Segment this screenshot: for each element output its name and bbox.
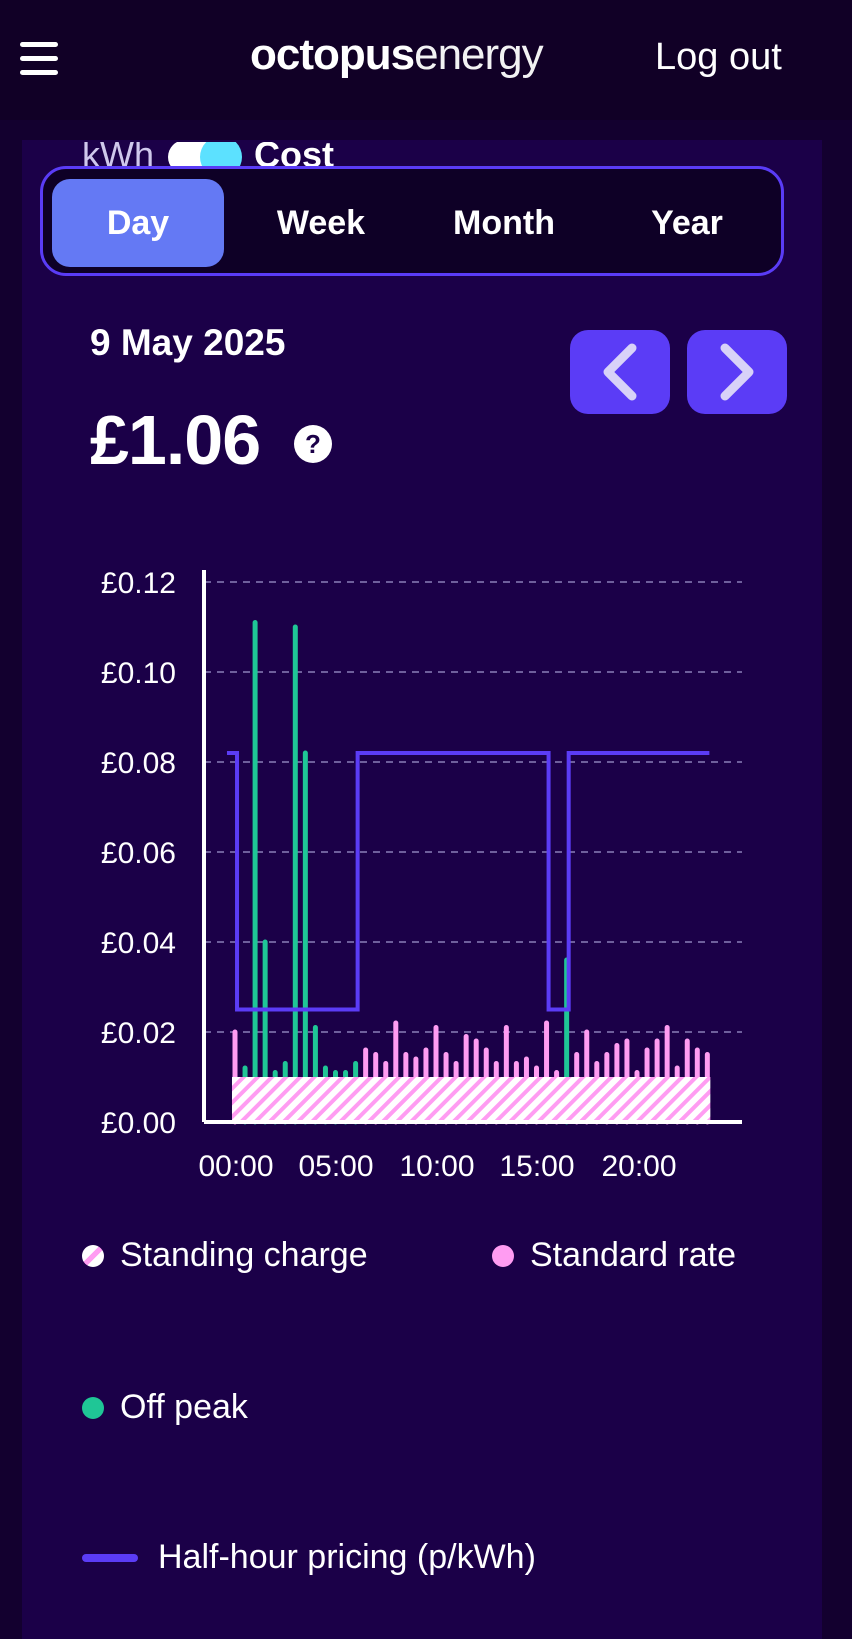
- legend-half-hour-pricing: Half-hour pricing (p/kWh): [82, 1538, 536, 1577]
- menu-icon[interactable]: [20, 42, 58, 76]
- chevron-right-icon: [720, 343, 754, 401]
- x-tick-label: 05:00: [298, 1150, 373, 1180]
- tab-month[interactable]: Month: [453, 203, 555, 242]
- legend-label: Off peak: [120, 1388, 248, 1426]
- period-date: 9 May 2025: [90, 322, 286, 363]
- y-tick-label: £0.06: [101, 837, 176, 870]
- period-tabs: Day Week Month Year: [40, 166, 784, 276]
- legend-off-peak: Off peak: [82, 1388, 248, 1427]
- legend-standard-rate: Standard rate: [492, 1236, 736, 1275]
- y-tick-label: £0.02: [101, 1017, 176, 1050]
- tab-week[interactable]: Week: [276, 203, 366, 242]
- logo-light-text: energy: [414, 30, 544, 79]
- y-tick-label: £0.08: [101, 747, 176, 780]
- total-cost: £1.06: [90, 401, 261, 479]
- legend-standing-charge: Standing charge: [82, 1236, 368, 1275]
- standard-rate-swatch: [492, 1244, 514, 1267]
- y-tick-label: £0.00: [101, 1107, 176, 1140]
- tab-year[interactable]: Year: [651, 203, 723, 242]
- y-tick-label: £0.10: [101, 657, 176, 690]
- standing-charge-swatch: [82, 1244, 104, 1267]
- octopus-energy-logo[interactable]: octopusenergy: [250, 30, 544, 80]
- y-tick-label: £0.12: [101, 567, 176, 600]
- x-tick-label: 15:00: [499, 1150, 574, 1180]
- x-tick-label: 10:00: [399, 1150, 474, 1180]
- x-tick-label: 20:00: [601, 1150, 676, 1180]
- tab-day[interactable]: Day: [52, 179, 224, 267]
- help-icon[interactable]: ?: [294, 425, 332, 463]
- previous-period-button[interactable]: [570, 330, 670, 414]
- pricing-line-swatch: [82, 1553, 138, 1562]
- legend-label: Standing charge: [120, 1236, 368, 1274]
- logout-button[interactable]: Log out: [655, 36, 782, 78]
- legend-label: Standard rate: [530, 1236, 737, 1274]
- next-period-button[interactable]: [687, 330, 787, 414]
- y-tick-label: £0.04: [101, 927, 176, 960]
- chevron-left-icon: [603, 343, 637, 401]
- top-bar: octopusenergy Log out: [0, 0, 852, 120]
- off-peak-swatch: [82, 1396, 104, 1419]
- logo-bold-text: octopus: [250, 30, 415, 79]
- standing-charge-band: [232, 1077, 711, 1122]
- x-tick-label: 00:00: [198, 1150, 273, 1180]
- pricing-series-line: [226, 751, 710, 1012]
- legend-label: Half-hour pricing (p/kWh): [158, 1538, 536, 1576]
- cost-chart: £0.00 £0.02 £0.04 £0.06 £0.08 £0.10 £0.12 00:0…: [101, 567, 742, 1180]
